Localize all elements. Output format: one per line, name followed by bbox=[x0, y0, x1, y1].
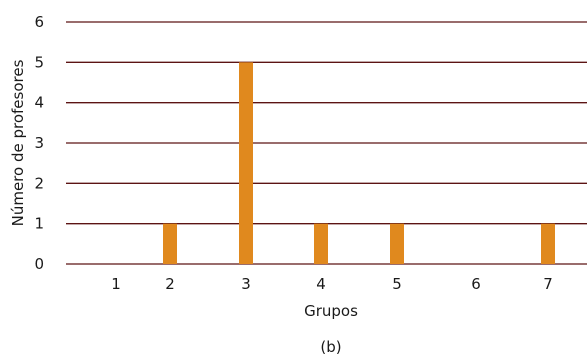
bar-group-7 bbox=[541, 223, 555, 264]
gridlines bbox=[66, 21, 587, 265]
x-axis-title: Grupos bbox=[304, 302, 358, 320]
y-axis-title: Número de profesores bbox=[9, 59, 27, 226]
y-tick-labels: 0 1 2 3 4 5 6 bbox=[34, 13, 44, 273]
x-tick-label-3: 3 bbox=[241, 275, 251, 293]
y-tick-label-2: 2 bbox=[34, 174, 44, 192]
x-tick-label-6: 6 bbox=[471, 275, 481, 293]
bar-group-5 bbox=[390, 223, 404, 264]
x-tick-label-4: 4 bbox=[316, 275, 326, 293]
y-tick-label-3: 3 bbox=[34, 134, 44, 152]
y-tick-label-0: 0 bbox=[34, 255, 44, 273]
x-tick-labels: 1 2 3 4 5 6 7 bbox=[111, 275, 553, 293]
y-tick-label-6: 6 bbox=[34, 13, 44, 31]
y-tick-label-5: 5 bbox=[34, 53, 44, 71]
bar-group-3 bbox=[239, 62, 253, 265]
x-tick-label-7: 7 bbox=[543, 275, 553, 293]
y-tick-label-4: 4 bbox=[34, 94, 44, 112]
y-tick-label-1: 1 bbox=[34, 215, 44, 233]
x-tick-label-5: 5 bbox=[392, 275, 402, 293]
bar-group-2 bbox=[163, 223, 177, 264]
x-tick-label-2: 2 bbox=[165, 275, 175, 293]
bars bbox=[163, 62, 555, 265]
bar-group-4 bbox=[314, 223, 328, 264]
x-tick-label-1: 1 bbox=[111, 275, 121, 293]
figure-caption: (b) bbox=[320, 338, 341, 354]
